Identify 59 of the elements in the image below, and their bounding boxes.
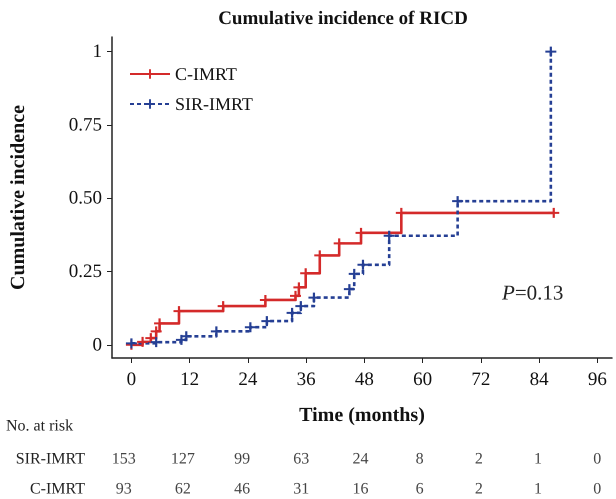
point xyxy=(308,292,320,303)
point xyxy=(210,326,222,336)
text: SIR-IMRT xyxy=(16,450,86,468)
point xyxy=(344,284,355,294)
x-tick-label: 36 xyxy=(296,369,316,390)
text: 62 xyxy=(174,480,191,498)
x-tick-label: 48 xyxy=(354,369,374,390)
point xyxy=(545,46,556,57)
point xyxy=(357,260,368,270)
text: 127 xyxy=(170,450,195,468)
y-tick-label: 0.75 xyxy=(68,114,102,136)
point xyxy=(548,208,560,218)
x-tick-label: 60 xyxy=(413,369,432,390)
text: 0 xyxy=(593,450,602,468)
annotation: P=0.13 xyxy=(501,280,564,304)
text: 0 xyxy=(593,480,602,498)
text: 6 xyxy=(416,480,424,498)
text: 153 xyxy=(112,450,136,468)
point xyxy=(290,290,301,301)
text: 93 xyxy=(116,480,132,498)
text: 1 xyxy=(534,450,542,468)
y-axis-title: Cumulative incidence xyxy=(7,104,29,290)
x-axis-title: Time (months) xyxy=(299,404,425,426)
point xyxy=(261,316,272,326)
x-tick-label: 12 xyxy=(180,369,200,390)
chart-title: Cumulative incidence of RICD xyxy=(218,8,468,29)
point xyxy=(173,306,184,316)
text: 24 xyxy=(352,450,368,468)
x-tick-label: 0 xyxy=(126,369,136,390)
text: 2 xyxy=(474,450,483,468)
text: 46 xyxy=(234,480,250,498)
y-tick-label: 0.25 xyxy=(68,261,102,282)
point xyxy=(218,301,229,312)
text: C-IMRT xyxy=(30,480,86,498)
legend-label: C-IMRT xyxy=(175,64,237,84)
legend-label: SIR-IMRT xyxy=(175,94,253,114)
text: 16 xyxy=(352,480,368,498)
text: 2 xyxy=(474,480,483,498)
text: 1 xyxy=(534,480,542,498)
text: 31 xyxy=(293,480,310,498)
point xyxy=(137,336,148,347)
text: No. at risk xyxy=(6,418,74,434)
x-tick-label: 72 xyxy=(471,369,490,390)
point xyxy=(150,326,162,336)
point xyxy=(286,308,298,318)
y-tick-label: 0.50 xyxy=(68,188,102,209)
x-tick-label: 84 xyxy=(530,369,550,390)
text: 63 xyxy=(293,450,310,468)
text: 99 xyxy=(234,450,250,468)
y-tick-label: 0 xyxy=(92,334,102,356)
point xyxy=(452,196,464,206)
point xyxy=(295,301,306,312)
x-tick-label: 96 xyxy=(588,369,607,390)
x-tick-label: 24 xyxy=(238,369,258,390)
text: 8 xyxy=(416,450,424,468)
y-tick-label: 1 xyxy=(92,41,102,62)
point xyxy=(154,318,166,328)
point xyxy=(384,230,395,241)
point xyxy=(244,322,256,332)
